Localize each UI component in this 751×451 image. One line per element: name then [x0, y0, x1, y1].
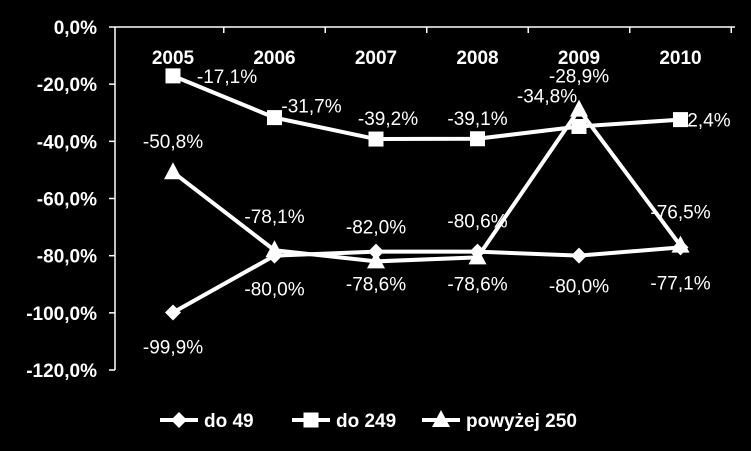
series-line-2: [171, 107, 683, 264]
x-tick-label: 2010: [659, 48, 701, 69]
series-line-1: [172, 74, 681, 142]
data-label: -76,5%: [650, 203, 710, 224]
series-line-0: [172, 245, 681, 315]
data-label: -28,9%: [549, 67, 609, 88]
data-label: -39,2%: [358, 109, 418, 130]
y-tick-label: -100,0%: [26, 304, 97, 325]
x-tick-label: 2005: [152, 48, 195, 69]
data-point-square: [571, 118, 587, 134]
y-tick-label: -40,0%: [37, 132, 97, 153]
legend-marker-triangle: [432, 410, 450, 427]
data-point-square: [673, 112, 688, 128]
y-axis-ticks: 0,0% -20,0% -40,0% -60,0% -80,0% -100,0% -120,…: [26, 18, 115, 382]
legend-marker-square: [303, 412, 319, 428]
y-tick-label: -20,0%: [37, 75, 97, 96]
series-markers: [164, 68, 690, 321]
legend-label: do 49: [204, 411, 254, 432]
data-point-triangle: [671, 235, 690, 253]
data-label: -32,4%: [670, 111, 730, 132]
data-labels: -99,9% -80,0% -78,6% -78,6% -80,0% -77,1% -17,…: [143, 67, 731, 359]
legend-marker-diamond: [171, 412, 187, 428]
legend-label: powyżej 250: [466, 411, 577, 432]
data-label: -34,8%: [517, 86, 577, 107]
data-label: -80,6%: [447, 211, 507, 232]
x-tick-label: 2009: [558, 48, 600, 69]
legend: do 49 do 249 powyżej 250: [160, 410, 577, 432]
y-tick-label: -120,0%: [26, 361, 97, 382]
data-label: -77,1%: [650, 273, 710, 294]
data-label: -78,6%: [447, 275, 507, 296]
data-point-square: [368, 131, 384, 147]
data-label: -50,8%: [143, 132, 203, 153]
data-label: -17,1%: [197, 67, 257, 88]
data-label: -80,0%: [244, 280, 304, 301]
data-label: -78,6%: [346, 275, 406, 296]
y-tick-label: -60,0%: [37, 190, 97, 211]
data-label: -80,0%: [549, 277, 609, 298]
data-point-triangle: [164, 162, 182, 180]
x-tick-label: 2006: [253, 48, 295, 69]
data-label: -78,1%: [244, 207, 304, 228]
data-point-triangle: [367, 251, 385, 269]
x-axis-ticks: 2005 2006 2007 2008 2009 2010: [152, 27, 732, 69]
data-point-square: [165, 68, 181, 84]
data-label: -82,0%: [346, 217, 406, 238]
y-tick-label: 0,0%: [54, 18, 97, 39]
data-label: -39,1%: [447, 109, 507, 130]
data-point-triangle: [468, 247, 487, 265]
data-point-triangle: [570, 99, 588, 117]
data-label: -31,7%: [281, 97, 341, 118]
y-tick-label: -80,0%: [37, 247, 97, 268]
legend-label: do 249: [336, 411, 396, 432]
data-point-diamond: [571, 247, 587, 264]
data-point-square: [267, 110, 282, 126]
data-label: -99,9%: [143, 338, 203, 359]
data-point-diamond: [165, 304, 181, 321]
data-point-triangle: [265, 240, 284, 258]
x-tick-label: 2008: [456, 48, 498, 69]
series-lines: [171, 74, 683, 315]
data-point-square: [470, 131, 485, 147]
x-tick-label: 2007: [355, 48, 397, 69]
